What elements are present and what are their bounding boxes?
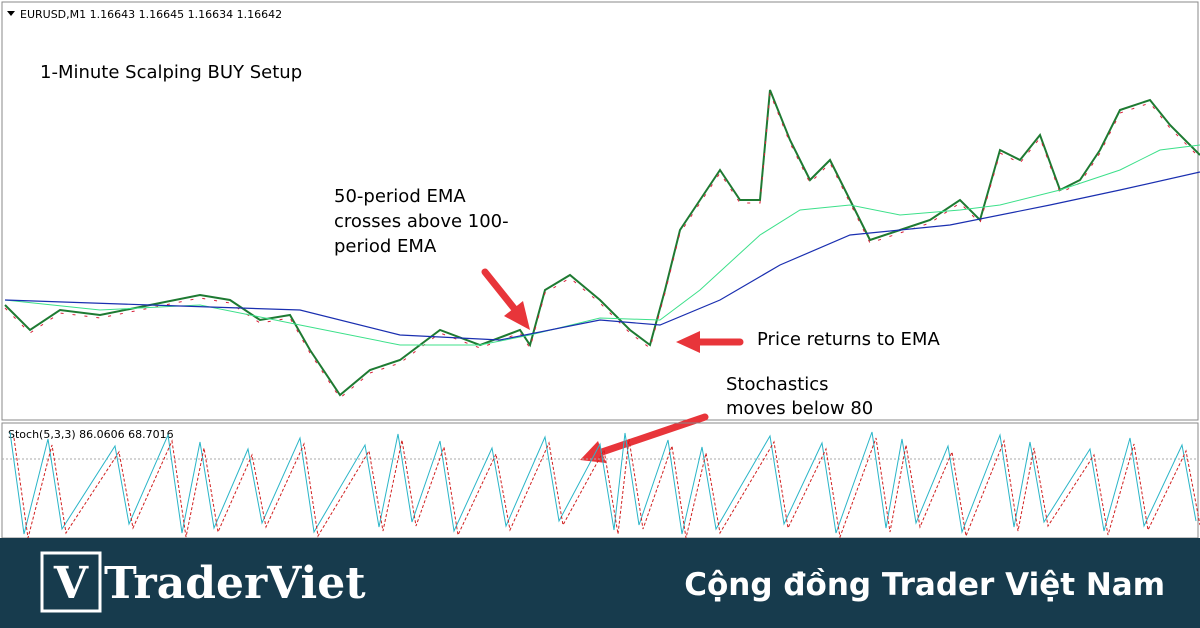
symbol-line: EURUSD,M1 1.16643 1.16645 1.16634 1.1664… (20, 8, 282, 21)
stoch-signal-line (13, 437, 1200, 539)
menu-triangle[interactable] (7, 11, 15, 16)
annotation-line: crosses above 100- (334, 211, 509, 232)
arrow-head (676, 331, 700, 353)
annotation: Price returns to EMA (757, 329, 940, 350)
ema-50-line (4, 144, 1200, 346)
annotation-line: period EMA (334, 236, 437, 257)
annotation-line: 50-period EMA (334, 186, 466, 207)
banner (0, 538, 1200, 628)
indicator-label: Stoch(5,3,3) 86.0606 68.7016 (8, 428, 174, 441)
tagline: Cộng đồng Trader Việt Nam (684, 567, 1165, 603)
arrow-shaft (481, 268, 521, 316)
annotation-line: moves below 80 (726, 398, 873, 419)
main-panel (1, 1, 1199, 421)
stoch-main-line (9, 431, 1197, 535)
chart-title: 1-Minute Scalping BUY Setup (40, 62, 302, 83)
logo-mark: V (53, 558, 89, 609)
arrow-head (504, 301, 530, 330)
price-line (4, 89, 1200, 397)
annotation-line: Stochastics (726, 374, 829, 395)
ema-100-line (4, 171, 1200, 341)
logo-text: TraderViet (104, 558, 366, 609)
logo-box (40, 551, 102, 613)
